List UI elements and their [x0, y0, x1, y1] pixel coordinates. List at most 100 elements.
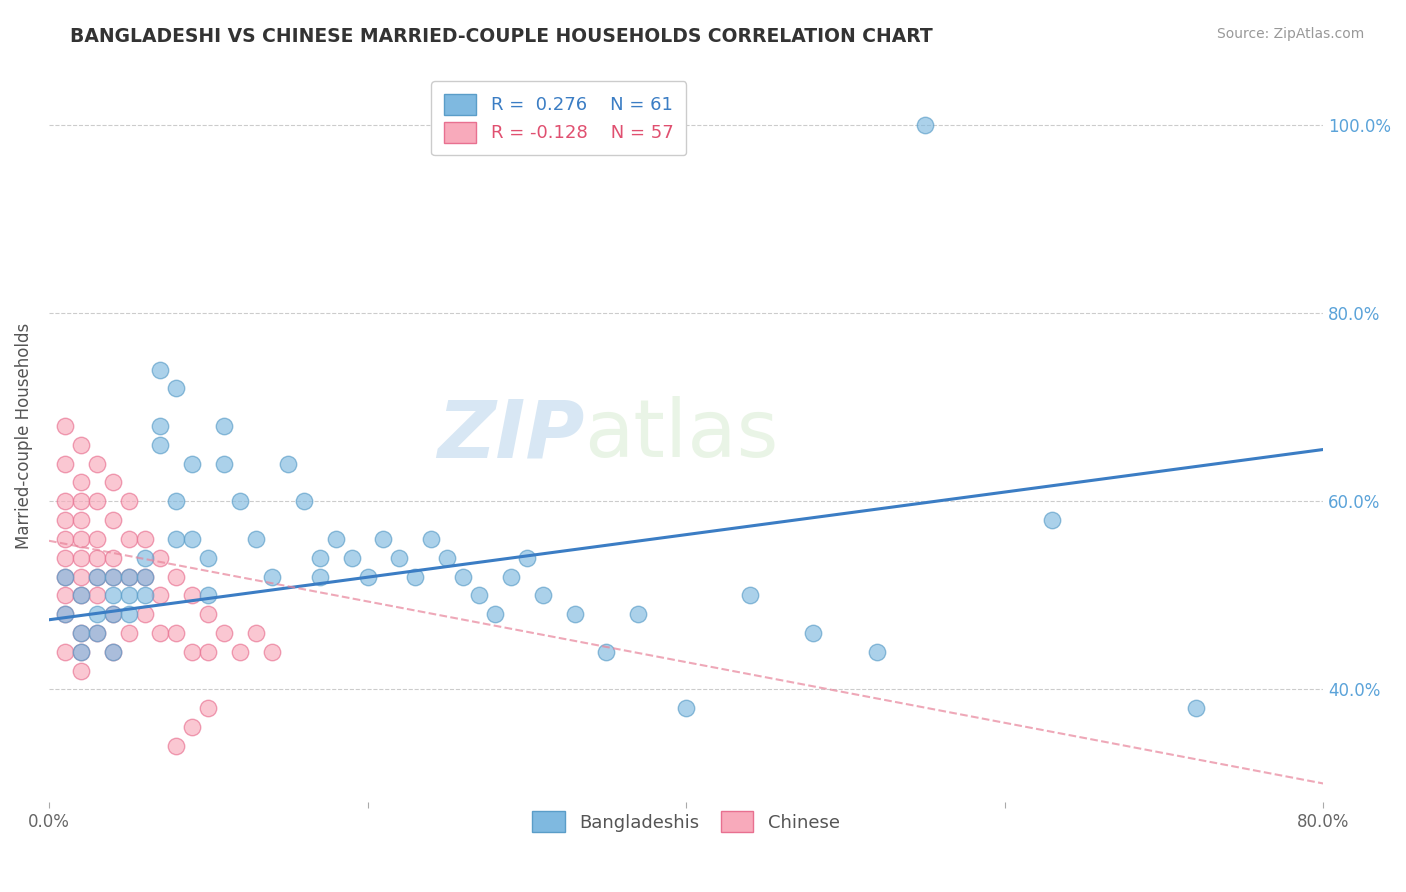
Text: ZIP: ZIP	[437, 396, 583, 475]
Point	[53, 569, 76, 583]
Point	[149, 419, 172, 434]
Point	[149, 438, 172, 452]
Point	[101, 513, 124, 527]
Point	[229, 645, 252, 659]
Point	[53, 607, 76, 621]
Point	[53, 494, 76, 508]
Point	[69, 569, 91, 583]
Point	[149, 550, 172, 565]
Point	[181, 645, 204, 659]
Point	[117, 494, 139, 508]
Point	[53, 588, 76, 602]
Point	[404, 569, 426, 583]
Point	[564, 607, 586, 621]
Point	[134, 550, 156, 565]
Y-axis label: Married-couple Households: Married-couple Households	[15, 322, 32, 549]
Point	[86, 626, 108, 640]
Legend: Bangladeshis, Chinese: Bangladeshis, Chinese	[520, 798, 852, 845]
Text: Source: ZipAtlas.com: Source: ZipAtlas.com	[1216, 27, 1364, 41]
Point	[260, 569, 283, 583]
Point	[69, 626, 91, 640]
Point	[212, 419, 235, 434]
Point	[197, 701, 219, 715]
Point	[675, 701, 697, 715]
Point	[181, 588, 204, 602]
Point	[69, 645, 91, 659]
Point	[436, 550, 458, 565]
Point	[86, 494, 108, 508]
Point	[53, 513, 76, 527]
Point	[69, 532, 91, 546]
Point	[117, 532, 139, 546]
Point	[197, 607, 219, 621]
Point	[134, 588, 156, 602]
Point	[165, 532, 187, 546]
Point	[101, 607, 124, 621]
Point	[308, 569, 330, 583]
Point	[420, 532, 443, 546]
Point	[212, 457, 235, 471]
Point	[69, 588, 91, 602]
Point	[86, 588, 108, 602]
Point	[803, 626, 825, 640]
Point	[484, 607, 506, 621]
Point	[197, 550, 219, 565]
Point	[86, 569, 108, 583]
Point	[165, 626, 187, 640]
Point	[499, 569, 522, 583]
Point	[101, 475, 124, 490]
Point	[69, 645, 91, 659]
Point	[117, 569, 139, 583]
Point	[1040, 513, 1063, 527]
Point	[53, 419, 76, 434]
Point	[181, 720, 204, 734]
Point	[149, 362, 172, 376]
Point	[101, 569, 124, 583]
Point	[181, 457, 204, 471]
Point	[117, 588, 139, 602]
Point	[468, 588, 491, 602]
Point	[277, 457, 299, 471]
Point	[134, 607, 156, 621]
Point	[53, 607, 76, 621]
Point	[86, 626, 108, 640]
Text: BANGLADESHI VS CHINESE MARRIED-COUPLE HOUSEHOLDS CORRELATION CHART: BANGLADESHI VS CHINESE MARRIED-COUPLE HO…	[70, 27, 934, 45]
Point	[69, 664, 91, 678]
Point	[69, 588, 91, 602]
Point	[866, 645, 889, 659]
Point	[69, 626, 91, 640]
Point	[117, 569, 139, 583]
Point	[197, 588, 219, 602]
Point	[134, 532, 156, 546]
Point	[308, 550, 330, 565]
Point	[292, 494, 315, 508]
Point	[388, 550, 411, 565]
Point	[53, 532, 76, 546]
Text: atlas: atlas	[583, 396, 779, 475]
Point	[69, 494, 91, 508]
Point	[101, 645, 124, 659]
Point	[53, 457, 76, 471]
Point	[117, 626, 139, 640]
Point	[373, 532, 395, 546]
Point	[165, 569, 187, 583]
Point	[69, 550, 91, 565]
Point	[914, 118, 936, 132]
Point	[531, 588, 554, 602]
Point	[229, 494, 252, 508]
Point	[101, 645, 124, 659]
Point	[165, 739, 187, 753]
Point	[101, 569, 124, 583]
Point	[69, 438, 91, 452]
Point	[212, 626, 235, 640]
Point	[134, 569, 156, 583]
Point	[1184, 701, 1206, 715]
Point	[86, 532, 108, 546]
Point	[69, 513, 91, 527]
Point	[516, 550, 538, 565]
Point	[101, 607, 124, 621]
Point	[245, 532, 267, 546]
Point	[738, 588, 761, 602]
Point	[86, 457, 108, 471]
Point	[69, 475, 91, 490]
